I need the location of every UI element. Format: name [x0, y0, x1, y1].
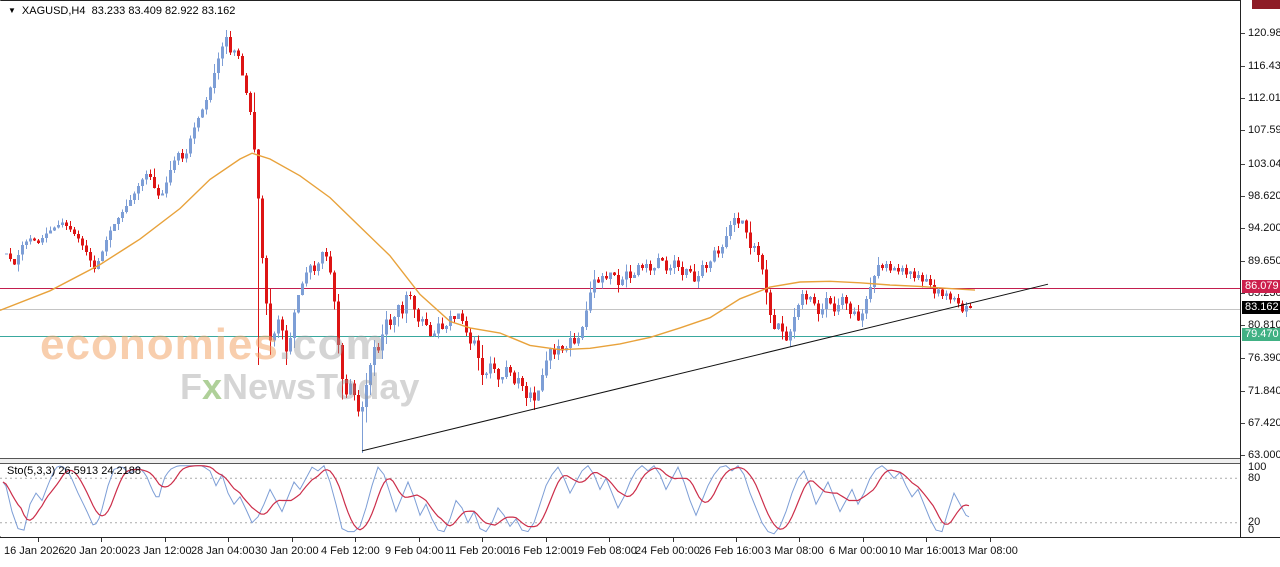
price-axis-tick	[1241, 98, 1245, 99]
chevron-down-icon[interactable]: ▼	[8, 6, 16, 15]
time-axis-tick	[355, 538, 356, 542]
time-axis-label: 28 Jan 04:00	[191, 545, 255, 557]
price-axis-tick	[1241, 325, 1245, 326]
price-axis-tick	[1241, 423, 1245, 424]
current-price-price-flag: 83.162	[1242, 301, 1280, 314]
price-axis-label: 76.390	[1248, 352, 1280, 364]
pane-separator[interactable]	[0, 458, 1240, 464]
time-axis-tick	[546, 538, 547, 542]
price-axis-tick	[1241, 293, 1245, 294]
time-axis-tick	[228, 538, 229, 542]
time-axis-label: 20 Jan 20:00	[64, 545, 128, 557]
price-axis[interactable]: 120.980 116.430 112.010 107.590 103.040 98.62…	[1240, 0, 1280, 537]
time-axis-tick	[863, 538, 864, 542]
price-axis-label: 94.200	[1248, 222, 1280, 234]
price-axis-tick	[1241, 455, 1245, 456]
price-axis-label: 67.420	[1248, 417, 1280, 429]
time-axis-label: 23 Jan 12:00	[128, 545, 192, 557]
price-axis-label: 116.430	[1248, 60, 1280, 72]
price-axis-tick	[1241, 228, 1245, 229]
price-axis-tick	[1241, 196, 1245, 197]
time-axis-label: 9 Feb 04:00	[385, 545, 444, 557]
time-axis-tick	[165, 538, 166, 542]
time-axis-label: 11 Feb 20:00	[445, 545, 510, 557]
time-axis-tick	[419, 538, 420, 542]
symbol-ohlc-label: ▼ XAGUSD,H4 83.233 83.409 82.922 83.162	[8, 5, 235, 17]
time-axis[interactable]: 16 Jan 2026 20 Jan 20:00 23 Jan 12:00 28 Ja…	[0, 537, 1280, 567]
symbol-name: XAGUSD,H4	[21, 5, 86, 17]
price-axis-tick	[1241, 261, 1245, 262]
time-axis-label: 30 Jan 20:00	[255, 545, 319, 557]
stochastic-axis-label: 20	[1248, 516, 1261, 528]
time-axis-label: 24 Feb 00:00	[635, 545, 700, 557]
time-axis-tick	[38, 538, 39, 542]
time-axis-tick	[482, 538, 483, 542]
time-axis-tick	[736, 538, 737, 542]
time-axis-label: 19 Feb 08:00	[572, 545, 637, 557]
time-axis-tick	[926, 538, 927, 542]
stochastic-value-k: 26.5913	[58, 465, 99, 477]
price-axis-label: 63.000	[1248, 449, 1280, 461]
time-axis-label: 10 Mar 16:00	[889, 545, 954, 557]
time-axis-tick	[673, 538, 674, 542]
time-axis-label: 16 Jan 2026	[4, 545, 65, 557]
price-axis-label: 112.010	[1248, 92, 1280, 104]
time-axis-tick	[101, 538, 102, 542]
price-axis-label: 107.590	[1248, 124, 1280, 136]
time-axis-label: 6 Mar 00:00	[829, 545, 888, 557]
ohlc-values: 83.233 83.409 82.922 83.162	[91, 5, 236, 17]
stochastic-chart[interactable]	[0, 462, 1240, 536]
time-axis-label: 26 Feb 16:00	[699, 545, 764, 557]
time-axis-label: 16 Feb 12:00	[508, 545, 573, 557]
price-axis-tick	[1241, 358, 1245, 359]
time-axis-tick	[292, 538, 293, 542]
watermark-brand: economies.com	[40, 320, 386, 369]
time-axis-tick	[609, 538, 610, 542]
candlestick-chart[interactable]	[0, 1, 1240, 458]
price-axis-tick	[1241, 164, 1245, 165]
price-axis-label: 71.840	[1248, 385, 1280, 397]
price-axis-tick	[1241, 33, 1245, 34]
stochastic-axis-label: 100	[1248, 461, 1267, 473]
time-axis-tick	[990, 538, 991, 542]
resistance-price-flag: 86.079	[1242, 280, 1280, 293]
watermark-subbrand: FxNewsToday	[180, 366, 420, 407]
scroll-corner-marker	[1252, 0, 1280, 9]
stochastic-axis-label: 0	[1248, 524, 1255, 536]
price-axis-label: 98.620	[1248, 190, 1280, 202]
time-axis-label: 3 Mar 08:00	[765, 545, 824, 557]
price-axis-tick	[1241, 66, 1245, 67]
stochastic-value-d: 24.2188	[101, 465, 141, 477]
price-axis-label: 103.040	[1248, 158, 1280, 170]
price-axis-label: 120.980	[1248, 27, 1280, 39]
time-axis-label: 13 Mar 08:00	[953, 545, 1018, 557]
price-axis-tick	[1241, 391, 1245, 392]
price-axis-tick	[1241, 130, 1245, 131]
stochastic-label: Sto(5,3,3) 26.5913 24.2188	[7, 465, 141, 477]
watermark: economies.com FxNewsToday	[40, 323, 419, 405]
support-price-flag: 79.470	[1242, 328, 1280, 341]
stochastic-axis-label: 80	[1248, 472, 1261, 484]
stochastic-pane[interactable]: Sto(5,3,3) 26.5913 24.2188	[0, 462, 1240, 536]
time-axis-tick	[799, 538, 800, 542]
time-axis-label: 4 Feb 12:00	[321, 545, 380, 557]
main-price-pane[interactable]: ▼ XAGUSD,H4 83.233 83.409 82.922 83.162 e…	[0, 1, 1240, 458]
price-axis-label: 89.650	[1248, 255, 1280, 267]
